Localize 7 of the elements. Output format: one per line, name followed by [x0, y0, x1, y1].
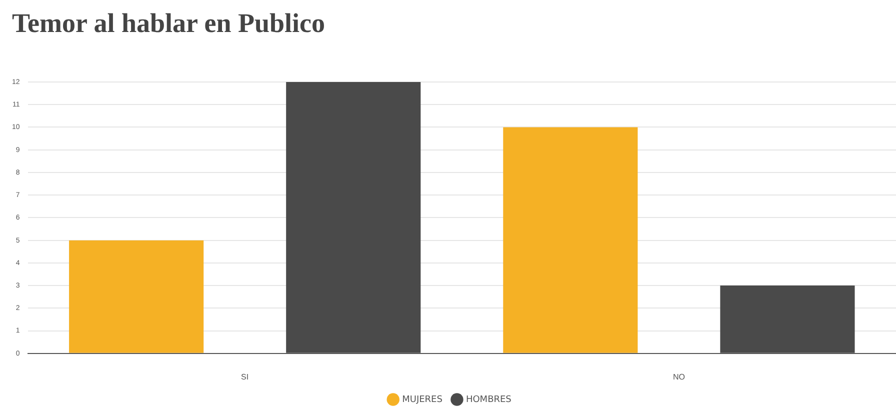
legend-label: MUJERES	[402, 394, 443, 405]
x-tick-label: SI	[241, 372, 249, 382]
bar	[503, 127, 638, 353]
bar	[69, 240, 204, 353]
x-tick-label: NO	[672, 372, 685, 382]
chart-title: Temor al hablar en Publico	[11, 7, 326, 40]
legend-label: HOMBRES	[466, 394, 512, 405]
